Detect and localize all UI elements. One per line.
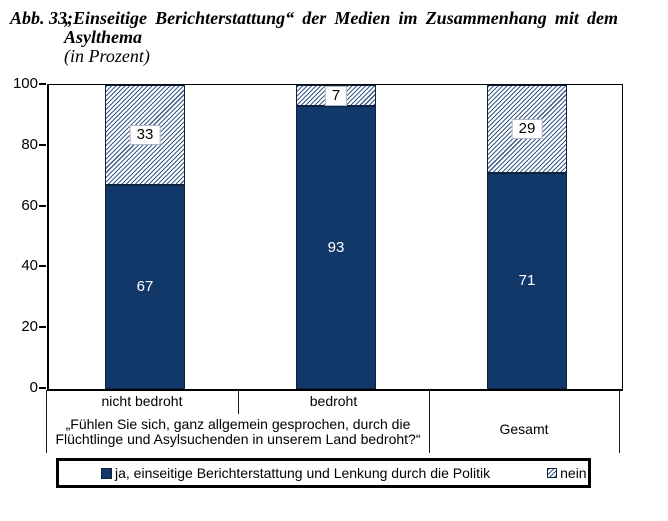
y-tick-mark (39, 143, 46, 146)
x-axis-question: „Fühlen Sie sich, ganz allgemein gesproc… (47, 417, 429, 447)
x-category-gesamt: Gesamt (499, 421, 549, 437)
legend-item-nein: nein (547, 465, 587, 481)
y-tick-mark (39, 265, 46, 268)
y-tick-label: 100 (12, 75, 38, 92)
question-line1: „Fühlen Sie sich, ganz allgemein gesproc… (65, 416, 411, 432)
bar-segment-nein: 29 (487, 85, 567, 173)
category-separator-right (429, 390, 430, 453)
bar-segment-nein: 33 (105, 85, 185, 185)
legend-swatch-nein-icon (547, 468, 558, 478)
y-tick-label: 40 (21, 257, 38, 275)
bar-value-label: 71 (518, 272, 536, 289)
bar-value-label: 33 (129, 125, 161, 145)
x-category-nicht-bedroht: nicht bedroht (101, 393, 183, 409)
plot-area: 67 33 93 7 71 29 (47, 84, 623, 391)
bar-value-label: 7 (324, 85, 348, 106)
y-tick-label: 0 (29, 379, 38, 396)
y-tick-label: 60 (21, 196, 38, 214)
y-tick-mark (39, 387, 46, 389)
legend-label-nein: nein (560, 465, 587, 481)
legend-label-ja: ja, einseitige Berichterstattung und Len… (115, 465, 491, 481)
bar-value-label: 67 (136, 278, 154, 295)
bar-segment-nein: 7 (296, 85, 376, 106)
bar-value-label: 29 (511, 119, 543, 139)
y-tick-mark (39, 204, 46, 207)
y-tick-mark (39, 326, 46, 329)
legend-item-ja: ja, einseitige Berichterstattung und Len… (101, 465, 490, 481)
bar-value-label: 93 (327, 238, 345, 256)
y-tick-label: 80 (21, 135, 38, 153)
y-tick-label: 20 (21, 318, 38, 336)
figure-title-line2: Asylthema (64, 27, 143, 47)
category-separator-mid (238, 390, 239, 414)
figure-number-label: Abb. 33: (10, 8, 73, 28)
x-category-bedroht: bedroht (309, 393, 358, 409)
y-tick-mark (39, 83, 46, 85)
bar-segment-ja: 67 (105, 185, 185, 389)
question-line2: Flüchtlinge und Asylsuchenden in unserem… (55, 431, 421, 447)
bar-segment-ja: 93 (296, 106, 376, 389)
figure-subtitle: (in Prozent) (64, 46, 150, 66)
bar-segment-ja: 71 (487, 173, 567, 389)
figure-title-line1: „Einseitige Berichterstattung“ der Medie… (64, 8, 618, 28)
category-separator-left (46, 390, 47, 453)
category-separator-far (619, 390, 620, 453)
legend: ja, einseitige Berichterstattung und Len… (56, 458, 591, 488)
legend-swatch-ja-icon (101, 467, 112, 479)
